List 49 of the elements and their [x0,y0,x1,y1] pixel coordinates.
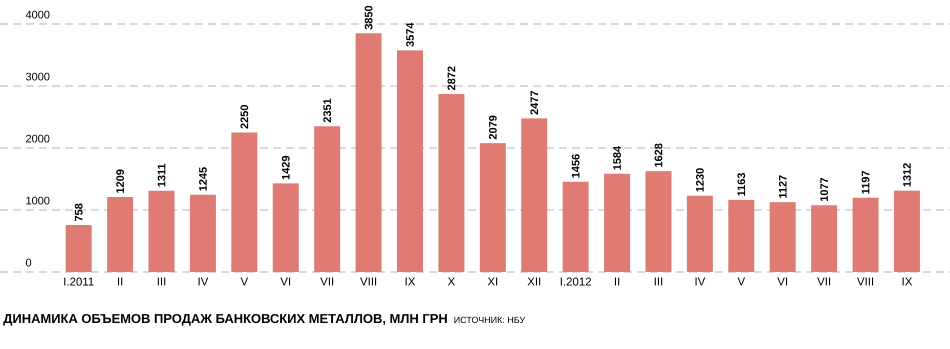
x-tick-label: IV [198,278,208,286]
y-tick-label: 1000 [26,196,50,204]
data-label: 1245 [199,167,207,191]
x-tick-label: III [654,278,662,286]
x-tick-label: XI [488,278,498,286]
data-label: 1312 [903,163,911,186]
data-label: 3850 [364,6,372,30]
x-tick-label: VII [817,278,830,286]
data-label: 1311 [158,164,166,187]
x-tick-label: VII [320,278,334,286]
data-label: 1456 [572,154,580,178]
x-tick-label: IX [902,278,912,286]
x-tick-label: IV [696,278,706,286]
data-label: 2250 [240,105,248,129]
data-label: 2477 [530,91,538,115]
data-label: 2079 [488,116,497,140]
data-label: 758 [74,204,83,222]
x-tick-label: VI [280,278,290,286]
x-tick-label: II [118,278,122,286]
y-tick-label: 2000 [26,134,50,142]
data-label: 1628 [654,144,662,167]
data-label: 1163 [737,172,746,196]
x-tick-label: X [448,278,455,286]
x-tick-label: III [158,278,166,286]
data-label: 2872 [448,66,456,90]
x-tick-label: XII [527,278,540,286]
data-label: 3574 [406,22,414,47]
x-tick-label: VIII [360,278,376,286]
x-tick-label: II [614,278,620,286]
x-tick-label: V [738,278,746,286]
data-label: 1127 [778,175,787,198]
x-tick-label: I.2012 [560,278,591,286]
data-label: 1584 [613,146,621,170]
data-label: 1209 [116,170,124,193]
x-tick-label: VI [777,278,788,286]
text: ДИНАМИКА ОБЪЕМОВ ПРОДАЖ БАНКОВСКИХ МЕТАЛЛОВ, МЛН ГРН [3,314,447,326]
y-tick-label: 3000 [26,72,50,80]
data-label: 2351 [323,98,332,122]
x-tick-label: V [240,278,248,286]
x-tick-label: IX [406,278,416,286]
x-tick-label: VIII [856,278,874,286]
data-label: 1429 [282,156,290,180]
data-label: 1230 [696,168,704,192]
y-tick-label: 4000 [26,10,50,18]
data-label: 1197 [862,170,870,194]
text: ИСТОЧНИК: НБУ [454,316,526,324]
y-tick-label: 0 [26,258,32,266]
data-label: 1077 [820,178,828,202]
x-tick-label: I.2011 [64,278,94,286]
